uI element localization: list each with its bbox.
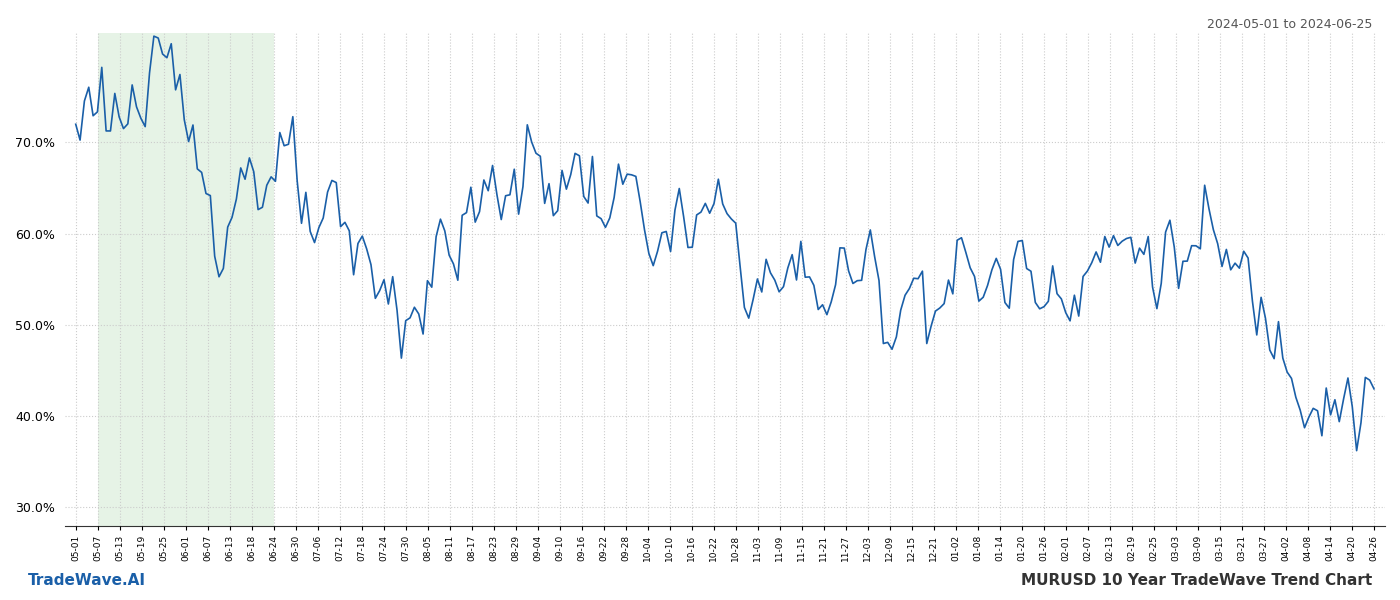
Text: 2024-05-01 to 2024-06-25: 2024-05-01 to 2024-06-25 — [1207, 18, 1372, 31]
Text: TradeWave.AI: TradeWave.AI — [28, 573, 146, 588]
Text: MURUSD 10 Year TradeWave Trend Chart: MURUSD 10 Year TradeWave Trend Chart — [1021, 573, 1372, 588]
Bar — [98, 33, 274, 526]
